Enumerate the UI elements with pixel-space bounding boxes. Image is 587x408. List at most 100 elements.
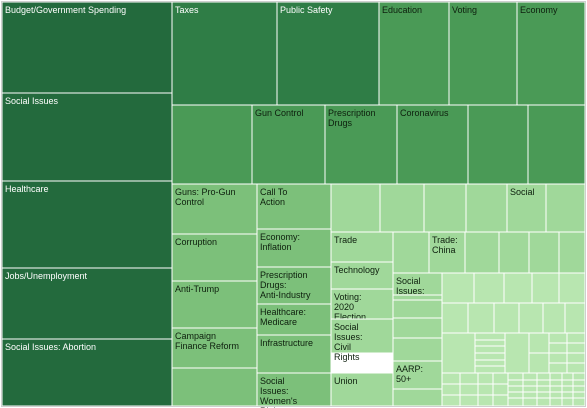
treemap-rect bbox=[1, 180, 173, 269]
treemap-rect bbox=[467, 302, 495, 334]
treemap-rect bbox=[531, 272, 560, 304]
treemap-rect bbox=[498, 231, 530, 274]
treemap-tile-aarp-50: AARP: 50+ bbox=[392, 360, 443, 390]
treemap-rect bbox=[564, 302, 586, 334]
treemap-tile-social-issues: Social Issues bbox=[1, 92, 173, 182]
treemap-label: Infrastructure bbox=[260, 338, 313, 348]
treemap-tile-prescription-drugs-anti-industry: Prescription Drugs: Anti-Industry bbox=[256, 266, 332, 305]
treemap-label: Coronavirus bbox=[400, 108, 449, 118]
treemap-label: Social Issues bbox=[5, 96, 59, 106]
treemap-tile-healthcare-medicare: Healthcare: Medicare bbox=[256, 303, 332, 336]
treemap-tile-unlabeled-20 bbox=[171, 367, 258, 407]
treemap-tile-unlabeled-58 bbox=[518, 302, 544, 334]
treemap-label: Voting: 2020 Election bbox=[334, 292, 366, 322]
treemap-label: Healthcare bbox=[5, 184, 49, 194]
treemap-tile-unlabeled-57 bbox=[493, 302, 520, 334]
treemap-tile-trade: Trade bbox=[330, 231, 394, 263]
treemap-rect bbox=[171, 1, 278, 106]
treemap-rect bbox=[171, 104, 253, 185]
treemap-tile-unlabeled-47 bbox=[392, 317, 443, 362]
treemap-tile-unlabeled-54 bbox=[558, 272, 586, 304]
treemap-rect bbox=[392, 231, 430, 274]
treemap-rect bbox=[527, 104, 586, 185]
treemap-tile-social: Social bbox=[506, 183, 547, 233]
treemap-rect bbox=[1, 267, 173, 340]
treemap-tile-guns-pro-gun-control: Guns: Pro-Gun Control bbox=[171, 183, 258, 235]
treemap-label: Prescription Drugs bbox=[328, 108, 376, 128]
treemap-rect bbox=[473, 272, 505, 304]
treemap-tile-unlabeled-51 bbox=[473, 272, 505, 304]
treemap-tile-unlabeled-56 bbox=[467, 302, 495, 334]
treemap-tile-unlabeled-61 bbox=[441, 332, 476, 374]
treemap-rect bbox=[1, 338, 173, 407]
treemap-tile-unlabeled-60 bbox=[564, 302, 586, 334]
treemap-label: Healthcare: Medicare bbox=[260, 307, 306, 327]
treemap-label: Economy: Inflation bbox=[260, 232, 300, 252]
treemap-rect bbox=[504, 332, 530, 374]
treemap-tile-unlabeled-28 bbox=[379, 183, 425, 233]
treemap-label: Trade bbox=[334, 235, 357, 245]
treemap-tile-unlabeled-30 bbox=[465, 183, 508, 233]
treemap-rect bbox=[171, 367, 258, 407]
treemap-rect bbox=[330, 372, 394, 407]
treemap-tile-unlabeled-33 bbox=[545, 183, 586, 233]
treemap-rect bbox=[467, 104, 529, 185]
treemap-tile-technology: Technology bbox=[330, 261, 394, 290]
treemap-label: Social bbox=[510, 187, 535, 197]
treemap-label: Trade: China bbox=[432, 235, 458, 255]
treemap-rect bbox=[330, 288, 394, 320]
treemap-label: Public Safety bbox=[280, 5, 333, 15]
treemap-rect bbox=[256, 334, 332, 374]
treemap-label: Campaign Finance Reform bbox=[175, 331, 239, 351]
treemap-tile-unlabeled-49 bbox=[392, 388, 443, 407]
treemap-rect bbox=[378, 1, 450, 106]
treemap-tile-budget-government-spending: Budget/Government Spending bbox=[1, 1, 173, 94]
treemap-rect bbox=[506, 183, 547, 233]
treemap-rect bbox=[251, 104, 326, 185]
treemap-tile-unlabeled-44 bbox=[558, 231, 586, 274]
treemap-rect bbox=[330, 261, 394, 290]
treemap-tile-unlabeled-42 bbox=[498, 231, 530, 274]
treemap-label: Education bbox=[382, 5, 422, 15]
treemap-rect bbox=[256, 372, 332, 407]
treemap-tile-healthcare: Healthcare bbox=[1, 180, 173, 269]
treemap-tile-social-issues: Social Issues: bbox=[392, 272, 443, 296]
treemap-rect bbox=[465, 183, 508, 233]
treemap-tile-unlabeled-63 bbox=[474, 352, 506, 374]
treemap-rect bbox=[474, 352, 506, 374]
treemap-rect bbox=[276, 1, 380, 106]
treemap-tile-unlabeled-27 bbox=[330, 183, 381, 233]
treemap-tile-trade-china: Trade: China bbox=[428, 231, 466, 274]
treemap-rect bbox=[493, 302, 520, 334]
treemap-tile-unlabeled-41 bbox=[464, 231, 500, 274]
treemap-label: Jobs/Unemployment bbox=[5, 271, 88, 281]
treemap-label: Social Issues: bbox=[396, 276, 425, 296]
treemap-rect bbox=[558, 272, 586, 304]
treemap-tile-economy: Economy bbox=[516, 1, 586, 106]
treemap-tile-unlabeled-15 bbox=[527, 104, 586, 185]
treemap-tile-unlabeled-52 bbox=[503, 272, 533, 304]
treemap-label: Gun Control bbox=[255, 108, 304, 118]
treemap-tile-unlabeled-59 bbox=[542, 302, 566, 334]
treemap-rect bbox=[558, 231, 586, 274]
treemap-rect bbox=[256, 228, 332, 268]
treemap-tile-public-safety: Public Safety bbox=[276, 1, 380, 106]
treemap-label: Corruption bbox=[175, 237, 217, 247]
treemap-tile-unlabeled-10 bbox=[171, 104, 253, 185]
treemap-label: Call To Action bbox=[260, 187, 287, 207]
treemap-label: Guns: Pro-Gun Control bbox=[175, 187, 236, 207]
treemap-tile-voting-2020-election: Voting: 2020 Election bbox=[330, 288, 394, 322]
treemap-label: Prescription Drugs: Anti-Industry bbox=[260, 270, 311, 300]
treemap-rect bbox=[464, 231, 500, 274]
treemap-tile-unlabeled-46 bbox=[392, 294, 443, 319]
treemap-rect bbox=[516, 1, 586, 106]
treemap-tile-economy-inflation: Economy: Inflation bbox=[256, 228, 332, 268]
treemap-rect bbox=[392, 388, 443, 407]
treemap-tile-unlabeled-14 bbox=[467, 104, 529, 185]
treemap-rect bbox=[441, 302, 469, 334]
treemap-label: Social Issues: Abortion bbox=[5, 342, 96, 352]
treemap-tile-unlabeled-64 bbox=[504, 332, 530, 374]
